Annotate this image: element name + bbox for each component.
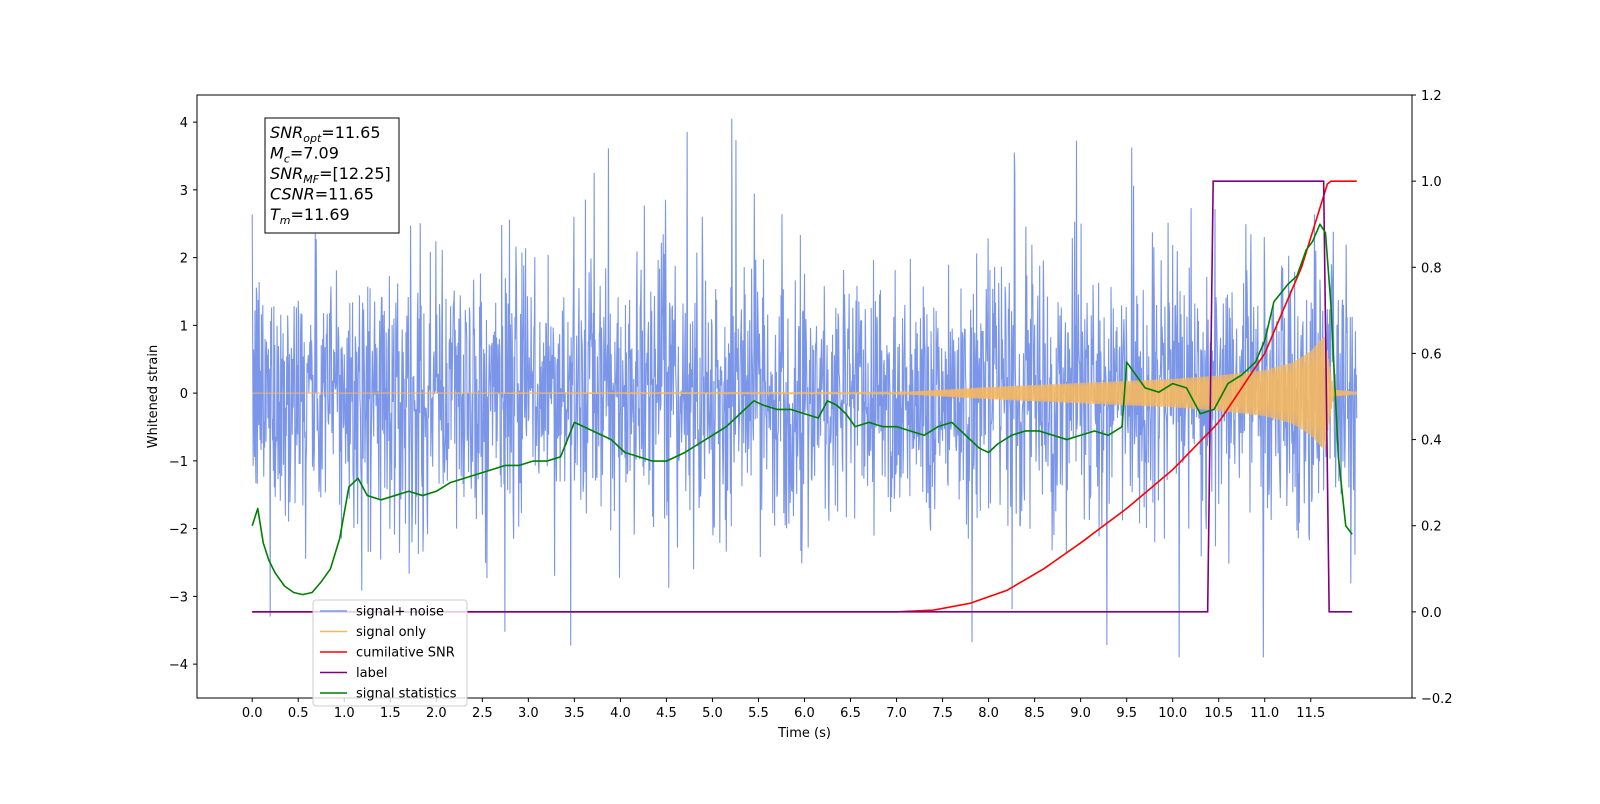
right-y-tick-label: 0.4 — [1421, 434, 1442, 449]
x-tick-label: 9.0 — [1070, 706, 1091, 721]
legend-label: signal statistics — [356, 687, 457, 702]
x-tick-label: 4.5 — [656, 706, 677, 721]
x-tick-label: 3.0 — [518, 706, 539, 721]
legend-frame — [312, 599, 468, 707]
annotation-value: =[12.25] — [319, 164, 391, 183]
x-tick-label: 11.5 — [1296, 706, 1325, 721]
x-tick-label: 5.0 — [702, 706, 723, 721]
left-y-tick-label: 4 — [180, 116, 188, 131]
y-axis-label: Whitened strain — [146, 345, 161, 448]
legend: signal+ noise signal only cumilative SNR la… — [312, 599, 468, 707]
annotation-symbol: CSNR — [270, 185, 315, 204]
annotation-line: CSNR=11.65 — [270, 185, 374, 204]
left-y-tick-label: −2 — [169, 523, 188, 538]
right-y-tick-label: 0.6 — [1421, 347, 1442, 362]
right-y-tick-label: −0.2 — [1421, 692, 1453, 707]
x-tick-label: 3.5 — [564, 706, 585, 721]
x-tick-label: 7.0 — [886, 706, 907, 721]
series-line-label — [252, 180, 1353, 613]
annotation-subscript: opt — [303, 132, 322, 145]
annotation-symbol: T — [270, 205, 281, 224]
annotation-symbol: SNR — [270, 123, 303, 142]
annotation-symbol: SNR — [270, 164, 303, 183]
legend-label: signal+ noise — [356, 605, 444, 620]
x-axis-label: Time (s) — [777, 726, 831, 741]
annotation-line: Tm=11.69 — [270, 205, 350, 227]
snr-annotation-box: SNRopt=11.65Mc=7.09SNRMF=[12.25]CSNR=11.… — [264, 117, 400, 234]
x-tick-label: 10.0 — [1158, 706, 1187, 721]
annotation-value: =11.65 — [321, 123, 380, 142]
plot-area — [251, 118, 1358, 658]
right-y-tick-label: 1.2 — [1421, 89, 1442, 104]
x-tick-label: 0.0 — [242, 706, 263, 721]
x-tick-label: 8.0 — [978, 706, 999, 721]
x-tick-label: 5.5 — [748, 706, 769, 721]
x-axis-ticks: 0.0 0.5 1.0 1.5 2.0 2.5 3.0 3.5 4.0 4.5 5.0 5.5 6.0 6… — [242, 698, 1325, 721]
x-tick-label: 9.5 — [1116, 706, 1137, 721]
legend-label: cumilative SNR — [356, 646, 455, 661]
left-y-tick-label: 0 — [180, 387, 188, 402]
annotation-line: SNRopt=11.65 — [270, 123, 381, 145]
x-tick-label: 0.5 — [288, 706, 309, 721]
left-y-tick-label: −4 — [169, 658, 188, 673]
x-tick-label: 8.5 — [1024, 706, 1045, 721]
right-y-tick-label: 0.8 — [1421, 261, 1442, 276]
annotation-value: =7.09 — [290, 144, 339, 163]
right-y-axis-ticks: −0.2 0.0 0.2 0.4 0.6 0.8 1.0 1.2 — [1412, 89, 1453, 707]
annotation-value: =11.65 — [315, 185, 374, 204]
left-y-tick-label: −1 — [169, 455, 188, 470]
x-tick-label: 6.0 — [794, 706, 815, 721]
annotation-subscript: c — [284, 153, 290, 166]
x-tick-label: 4.0 — [610, 706, 631, 721]
annotation-subscript: m — [280, 214, 291, 227]
x-tick-label: 10.5 — [1204, 706, 1233, 721]
series-line-signal-statistics — [251, 223, 1353, 596]
right-y-tick-label: 0.2 — [1421, 520, 1442, 535]
legend-label: label — [356, 666, 387, 681]
left-y-tick-label: 3 — [180, 184, 188, 199]
right-y-tick-label: 0.0 — [1421, 606, 1442, 621]
x-tick-label: 2.0 — [426, 706, 447, 721]
annotation-subscript: MF — [303, 173, 319, 186]
x-tick-label: 2.5 — [472, 706, 493, 721]
series-line-signal-only — [252, 336, 1358, 451]
annotation-symbol: M — [270, 144, 284, 163]
x-tick-label: 1.5 — [380, 706, 401, 721]
annotation-box-frame — [264, 117, 400, 234]
left-y-tick-label: 2 — [180, 252, 188, 267]
x-tick-label: 11.0 — [1250, 706, 1279, 721]
annotation-value: =11.69 — [291, 205, 350, 224]
left-y-tick-label: −3 — [169, 590, 188, 605]
x-tick-label: 6.5 — [840, 706, 861, 721]
x-tick-label: 7.5 — [932, 706, 953, 721]
legend-label: signal only — [356, 625, 426, 640]
series-line-signal-plus-noise — [251, 118, 1358, 658]
x-tick-label: 1.0 — [334, 706, 355, 721]
annotation-line: Mc=7.09 — [270, 144, 339, 166]
right-y-tick-label: 1.0 — [1421, 175, 1442, 190]
left-y-tick-label: 1 — [180, 319, 188, 334]
left-y-axis-ticks: −4 −3 −2 −1 0 1 2 3 4 — [169, 116, 197, 673]
annotation-line: SNRMF=[12.25] — [270, 164, 391, 186]
